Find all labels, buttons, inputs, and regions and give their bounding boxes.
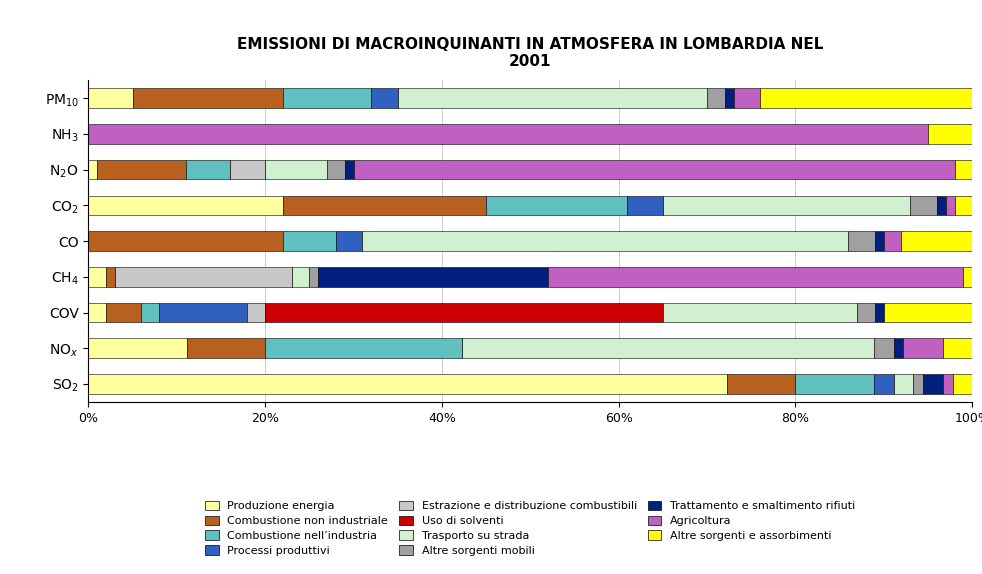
Bar xyxy=(106,267,115,286)
Bar xyxy=(875,231,884,251)
Bar xyxy=(955,196,972,215)
Bar xyxy=(88,339,187,358)
Bar xyxy=(345,160,354,180)
Bar xyxy=(318,267,548,286)
Bar xyxy=(362,231,848,251)
Bar xyxy=(795,374,874,394)
Bar xyxy=(903,339,943,358)
Bar xyxy=(354,160,955,180)
Bar xyxy=(707,88,725,108)
Bar xyxy=(894,339,903,358)
Bar xyxy=(187,339,265,358)
Bar xyxy=(894,374,913,394)
Bar xyxy=(371,88,398,108)
Bar xyxy=(884,302,972,323)
Bar xyxy=(953,374,972,394)
Bar xyxy=(857,302,875,323)
Bar xyxy=(923,374,943,394)
Bar xyxy=(88,88,133,108)
Bar xyxy=(913,374,923,394)
Bar xyxy=(462,339,874,358)
Bar xyxy=(88,267,106,286)
Bar xyxy=(874,374,894,394)
Bar xyxy=(88,196,283,215)
Bar xyxy=(725,88,734,108)
Legend: Produzione energia, Combustione non industriale, Combustione nell’industria, Pro: Produzione energia, Combustione non indu… xyxy=(202,497,858,559)
Bar xyxy=(848,231,875,251)
Bar xyxy=(230,160,265,180)
Bar xyxy=(627,196,663,215)
Bar xyxy=(946,196,955,215)
Bar xyxy=(937,196,946,215)
Bar xyxy=(943,374,953,394)
Bar xyxy=(115,267,292,286)
Bar xyxy=(327,160,345,180)
Bar xyxy=(955,160,972,180)
Bar xyxy=(875,302,884,323)
Bar xyxy=(88,231,283,251)
Bar xyxy=(901,231,972,251)
Bar xyxy=(663,302,857,323)
Bar xyxy=(159,302,247,323)
Bar xyxy=(760,88,972,108)
Bar xyxy=(88,160,97,180)
Title: EMISSIONI DI MACROINQUINANTI IN ATMOSFERA IN LOMBARDIA NEL
2001: EMISSIONI DI MACROINQUINANTI IN ATMOSFER… xyxy=(237,37,824,69)
Bar xyxy=(283,88,371,108)
Bar xyxy=(292,267,309,286)
Bar xyxy=(548,267,963,286)
Bar xyxy=(106,302,141,323)
Bar xyxy=(88,124,928,144)
Bar xyxy=(283,196,486,215)
Bar xyxy=(133,88,283,108)
Bar xyxy=(928,124,972,144)
Bar xyxy=(884,231,901,251)
Bar xyxy=(88,302,106,323)
Bar xyxy=(265,302,663,323)
Bar xyxy=(283,231,336,251)
Bar xyxy=(727,374,795,394)
Bar xyxy=(88,374,727,394)
Bar xyxy=(97,160,186,180)
Bar xyxy=(186,160,230,180)
Bar xyxy=(910,196,937,215)
Bar xyxy=(663,196,910,215)
Bar xyxy=(943,339,972,358)
Bar xyxy=(398,88,707,108)
Bar xyxy=(309,267,318,286)
Bar xyxy=(874,339,894,358)
Bar xyxy=(963,267,972,286)
Bar xyxy=(141,302,159,323)
Bar xyxy=(734,88,760,108)
Bar xyxy=(265,160,327,180)
Bar xyxy=(486,196,627,215)
Bar xyxy=(265,339,462,358)
Bar xyxy=(247,302,265,323)
Bar xyxy=(336,231,362,251)
